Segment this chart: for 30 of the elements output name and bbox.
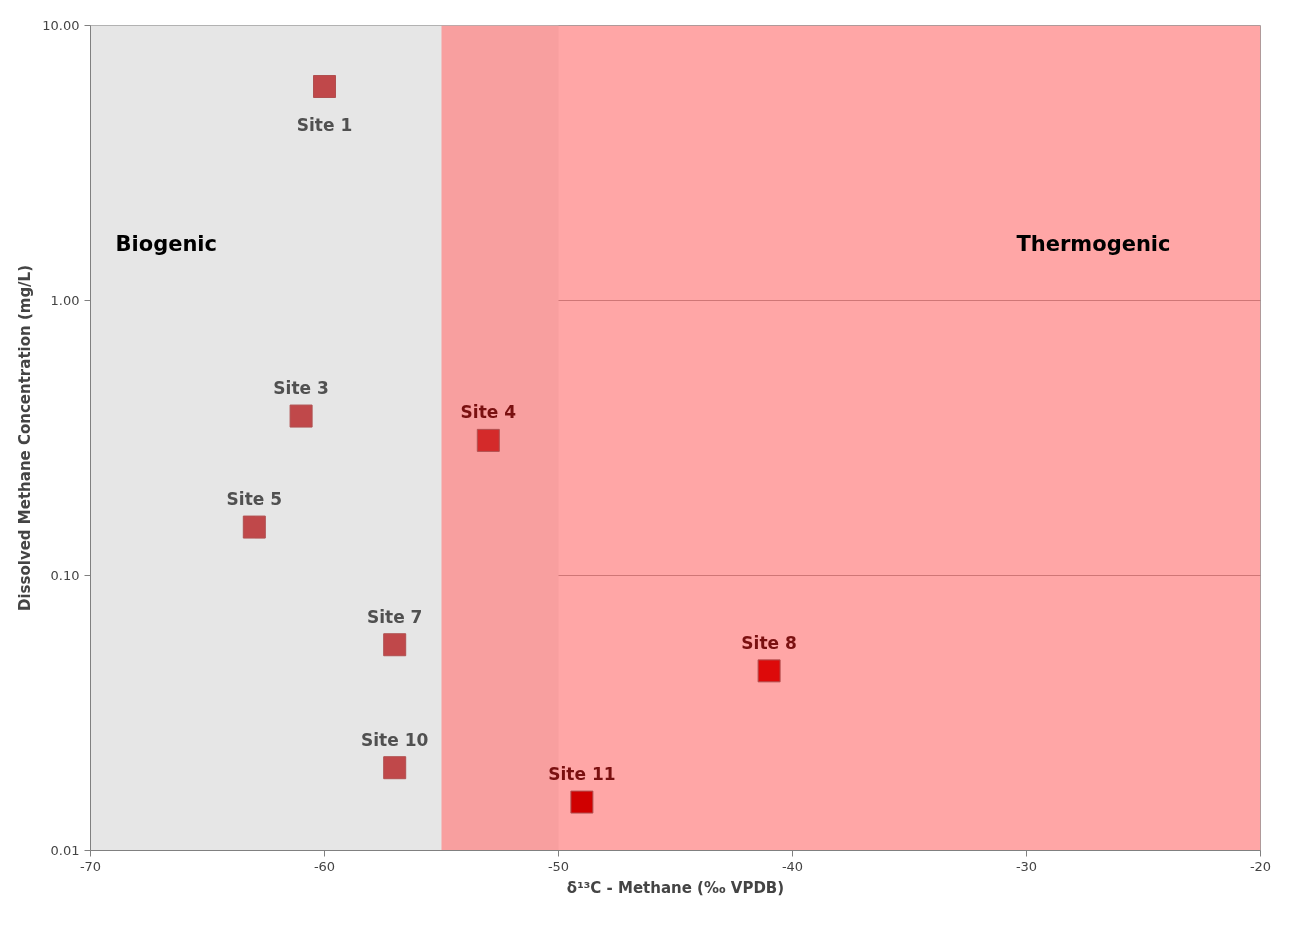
band-label: Thermogenic — [1016, 231, 1171, 256]
band-label: Biogenic — [115, 231, 218, 256]
data-label: Site 5 — [226, 489, 283, 510]
x-tick-label: -50 — [547, 858, 570, 874]
data-label: Site 11 — [548, 764, 616, 785]
data-label: Site 3 — [273, 378, 329, 399]
x-tick-label: -60 — [313, 858, 336, 874]
x-tick-label: -40 — [781, 858, 804, 874]
x-axis-title: δ¹³C - Methane (‰ VPDB) — [566, 878, 785, 897]
point — [570, 790, 594, 814]
point — [757, 659, 781, 683]
point — [313, 75, 336, 99]
point — [242, 515, 266, 539]
x-tick-label: -30 — [1015, 858, 1038, 874]
y-axis-title: Dissolved Methane Concentration (mg/L) — [16, 264, 35, 612]
x-tick-label: -70 — [79, 858, 102, 874]
x-tick-label: -20 — [1249, 858, 1272, 874]
y-tick-label: 0.01 — [50, 843, 80, 858]
point — [383, 633, 407, 657]
data-label: Site 10 — [361, 729, 429, 750]
point — [289, 404, 313, 428]
point — [383, 756, 407, 780]
point — [476, 428, 500, 452]
y-tick-label: 1.00 — [50, 293, 80, 308]
data-label: Site 7 — [366, 606, 423, 627]
y-tick-label: 0.10 — [50, 568, 80, 583]
data-label: Site 4 — [460, 402, 517, 423]
y-tick-label: 10.00 — [42, 18, 80, 33]
data-label: Site 8 — [741, 632, 797, 653]
data-label: Site 1 — [296, 114, 353, 135]
